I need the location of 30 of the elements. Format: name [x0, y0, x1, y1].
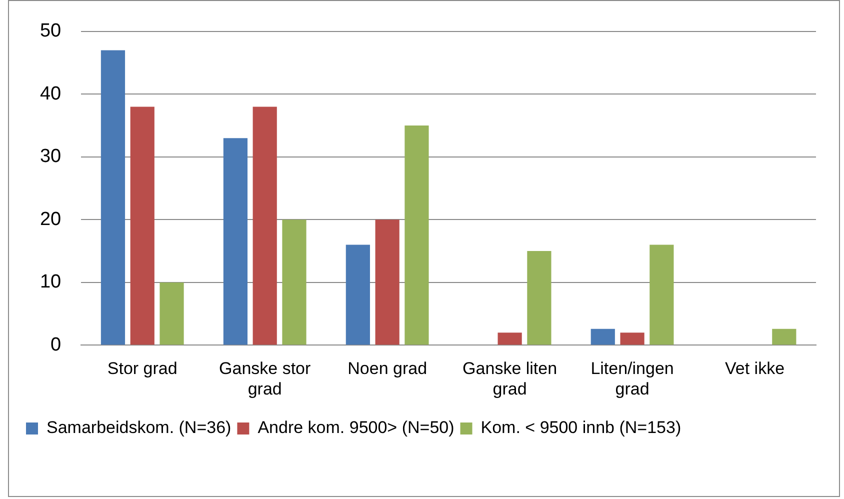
- bar: [650, 244, 674, 345]
- legend-label: Samarbeidskom. (N=36): [46, 418, 232, 438]
- x-tick-label: Stor grad: [107, 359, 178, 378]
- bar: [282, 220, 306, 345]
- x-tick-label: Liten/ingen grad: [590, 359, 674, 398]
- bar: [590, 328, 615, 345]
- bar: [620, 332, 644, 345]
- y-tick-label: 40: [40, 83, 62, 104]
- bar: [130, 106, 154, 345]
- y-tick-label: 20: [40, 208, 62, 230]
- y-tick-label: 30: [40, 146, 62, 168]
- x-tick-label: Ganske stor grad: [219, 359, 312, 398]
- x-tick-label: Noen grad: [348, 359, 428, 378]
- x-tick-label: Ganske liten grad: [462, 359, 558, 398]
- legend-label: Kom. < 9500 innb (N=153): [480, 418, 682, 438]
- bar: [527, 251, 552, 345]
- bar: [223, 138, 248, 345]
- y-tick-label: 0: [50, 334, 62, 356]
- bar: [100, 50, 126, 345]
- bar: [404, 126, 429, 345]
- y-tick-label: 50: [40, 20, 62, 42]
- bar: [346, 244, 370, 345]
- bar: [252, 106, 277, 345]
- bar: [375, 220, 400, 345]
- legend-label: Andre kom. 9500> (N=50): [258, 418, 454, 438]
- bar: [772, 328, 796, 345]
- bar: [160, 282, 184, 345]
- x-tick-label: Vet ikke: [724, 359, 785, 378]
- y-tick-label: 10: [40, 272, 62, 293]
- bar: [498, 332, 522, 345]
